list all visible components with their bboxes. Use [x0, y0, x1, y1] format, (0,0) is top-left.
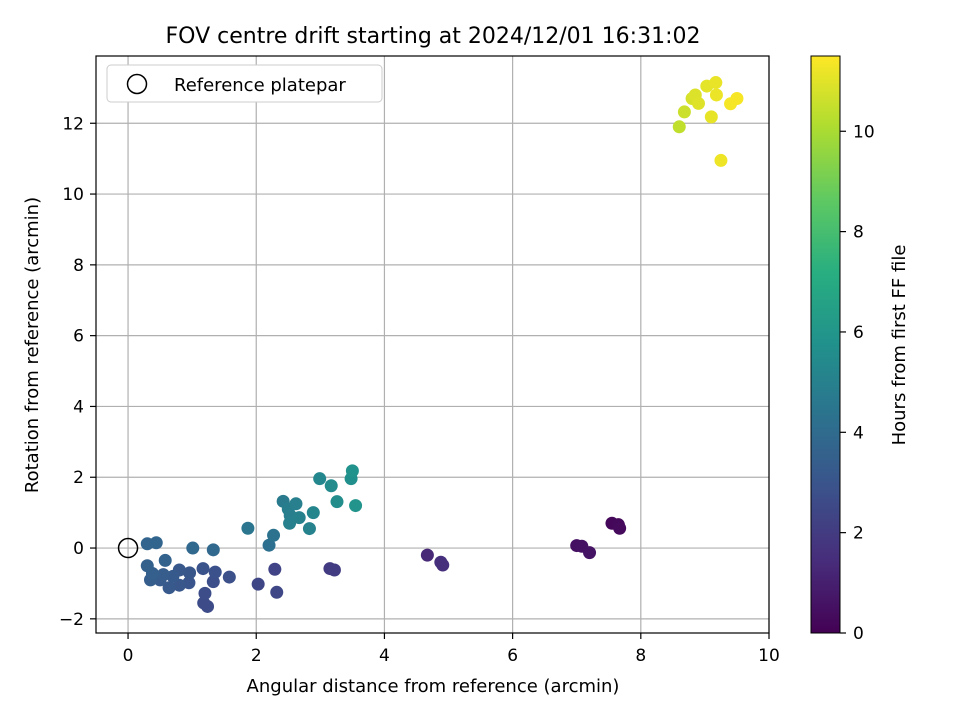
data-point [183, 566, 197, 580]
x-tick-label: 0 [123, 646, 134, 666]
data-point [613, 521, 627, 535]
y-tick-label: −2 [59, 610, 84, 630]
y-axis-ticks: −2 0 2 4 6 8 10 12 [59, 114, 96, 630]
data-point [704, 110, 718, 124]
data-point [270, 585, 284, 599]
data-point [208, 565, 222, 579]
colorbar-tick-label: 6 [853, 323, 864, 343]
data-point [583, 546, 597, 560]
data-point [251, 577, 265, 591]
y-tick-label: 0 [73, 539, 84, 559]
data-point [345, 464, 359, 478]
colorbar-tick-label: 8 [853, 223, 864, 243]
data-point [162, 581, 176, 595]
x-tick-label: 4 [379, 646, 390, 666]
data-point [327, 563, 341, 577]
x-tick-label: 10 [758, 646, 780, 666]
data-point [206, 543, 220, 557]
data-point [709, 88, 723, 102]
data-point [672, 120, 686, 134]
data-point [691, 96, 705, 110]
colorbar-tick-label: 2 [853, 524, 864, 544]
x-tick-label: 6 [507, 646, 518, 666]
y-axis-label: Rotation from reference (arcmin) [22, 197, 43, 493]
data-point [677, 105, 691, 119]
data-point [149, 536, 163, 550]
colorbar: 0 2 4 6 8 10 Hours from first FF file [810, 55, 910, 644]
data-point [222, 570, 236, 584]
legend: Reference platepar [106, 64, 383, 103]
x-axis-label: Angular distance from reference (arcmin) [247, 676, 620, 697]
x-axis-ticks: 0 2 4 6 8 10 [123, 633, 780, 666]
x-tick-label: 2 [251, 646, 262, 666]
data-point [267, 528, 281, 542]
y-tick-label: 10 [62, 185, 84, 205]
data-point [198, 586, 212, 600]
y-tick-label: 2 [73, 468, 84, 488]
y-tick-label: 6 [73, 327, 84, 347]
data-point [140, 559, 154, 573]
colorbar-tick-label: 10 [853, 122, 875, 142]
data-point [156, 568, 170, 582]
data-point [158, 553, 172, 567]
colorbar-tick-label: 4 [853, 423, 864, 443]
data-point [349, 499, 363, 513]
data-points [140, 76, 744, 613]
legend-entry-label: Reference platepar [174, 75, 346, 96]
reference-marker-group [117, 537, 139, 559]
data-point [436, 558, 450, 572]
plot-frame [95, 55, 770, 634]
colorbar-label: Hours from first FF file [889, 245, 910, 446]
data-point [283, 516, 297, 530]
colorbar-gradient [810, 55, 841, 634]
data-point [302, 522, 316, 536]
legend-box [106, 64, 383, 103]
data-point [730, 91, 744, 105]
data-point [292, 511, 306, 525]
data-point [241, 521, 255, 535]
data-point [262, 538, 276, 552]
y-tick-label: 4 [73, 397, 84, 417]
data-point [420, 548, 434, 562]
y-tick-label: 8 [73, 256, 84, 276]
data-point [186, 541, 200, 555]
y-tick-label: 12 [62, 114, 84, 134]
chart-title: FOV centre drift starting at 2024/12/01 … [166, 24, 701, 49]
data-point [313, 472, 327, 486]
data-point [330, 495, 344, 509]
data-point [306, 506, 320, 520]
data-point [166, 569, 180, 583]
x-tick-label: 8 [635, 646, 646, 666]
data-point [268, 562, 282, 576]
data-point [714, 153, 728, 167]
data-point [196, 562, 210, 576]
data-point [289, 497, 303, 511]
colorbar-tick-label: 0 [853, 624, 864, 644]
reference-platepar-marker [117, 537, 139, 559]
data-point [324, 479, 338, 493]
data-point [197, 596, 211, 610]
legend-reference-marker-icon [126, 73, 148, 95]
colorbar-ticks: 0 2 4 6 8 10 [840, 122, 875, 644]
data-point [709, 76, 723, 90]
